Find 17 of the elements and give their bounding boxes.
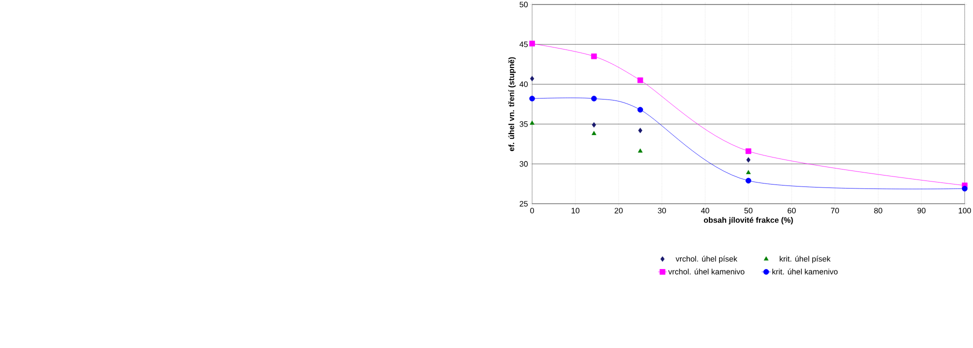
point: [637, 77, 644, 84]
point: [746, 148, 752, 154]
point: [746, 157, 750, 163]
point: [746, 178, 752, 184]
point: [530, 76, 534, 82]
point: [591, 96, 597, 102]
point: [962, 186, 968, 192]
point: [638, 148, 643, 153]
point: [591, 53, 597, 60]
point: [529, 96, 535, 102]
point: [637, 106, 644, 113]
point: [592, 122, 596, 128]
point: [529, 40, 535, 46]
point: [530, 120, 534, 125]
point: [746, 170, 751, 174]
point: [638, 128, 642, 134]
point: [592, 130, 596, 136]
